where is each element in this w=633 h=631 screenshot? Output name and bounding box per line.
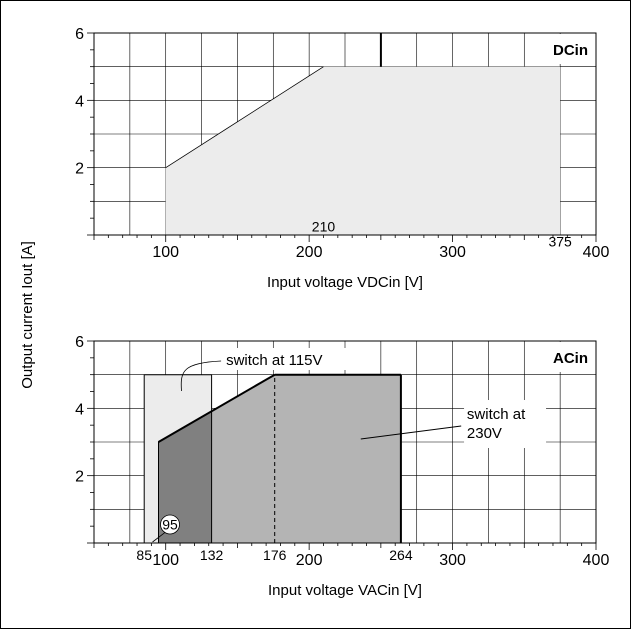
ac-x-tick-label: 400 [583,552,610,569]
dc-tag-bg [534,34,595,64]
dc-y-tick-label: 2 [75,161,84,178]
ac-y-tick-label: 6 [75,334,84,351]
dc-x-tick-label: 400 [583,244,610,261]
ac-circle-label: 95 [162,516,178,532]
ac-annotation-bg [464,400,547,448]
dc-region [165,66,561,235]
ac-callout-leader [152,532,166,543]
ac-value-label: 132 [200,547,224,563]
dc-x-tick-label: 100 [152,244,179,261]
dc-series-line [165,66,324,169]
ac-annotation-switch-115: switch at 115V [226,352,322,369]
ac-y-tick-label: 4 [75,401,84,418]
ac-annotation-line: switch at [467,406,526,423]
y-axis-title: Output current Iout [A] [19,241,36,389]
dc-x-tick-label: 300 [439,244,466,261]
ac-tag-bg [534,342,595,372]
ac-annotation-bg [223,348,360,370]
ac-tag: ACin [553,350,588,367]
ac-annotation-leader [180,360,222,392]
dc-value-label: 375 [548,234,572,250]
ac-value-label: 264 [389,547,413,563]
ac-x-tick-label: 100 [152,552,179,569]
dc-chart: 100 200 300 400 2 4 6 210 375 DCin Input voltage V… [75,26,609,291]
dc-tag: DCin [553,42,588,59]
ac-annotation-leader [360,425,462,440]
ac-y-tick-label: 2 [75,469,84,486]
ac-x-tick-label: 300 [439,552,466,569]
ac-circle-marker [160,514,180,535]
ac-series-line [157,373,276,443]
dc-y-tick-label: 4 [75,93,84,110]
ac-x-tick-label: 200 [296,552,323,569]
ac-annotation-switch-230: switch at 230V [467,406,526,442]
dc-x-tick-label: 200 [296,244,323,261]
dc-value-label: 210 [312,219,336,235]
dc-x-axis-title: Input voltage VDCin [V] [267,274,423,291]
ac-chart: 100 200 300 400 2 4 6 85 132 176 264 ACin Input volt… [75,334,609,599]
ac-annotation-line: 230V [467,425,502,442]
ac-value-label: 85 [136,547,152,563]
ac-value-label: 176 [263,547,287,563]
ac-x-axis-title: Input voltage VACin [V] [268,582,422,599]
dc-y-tick-label: 6 [75,26,84,43]
